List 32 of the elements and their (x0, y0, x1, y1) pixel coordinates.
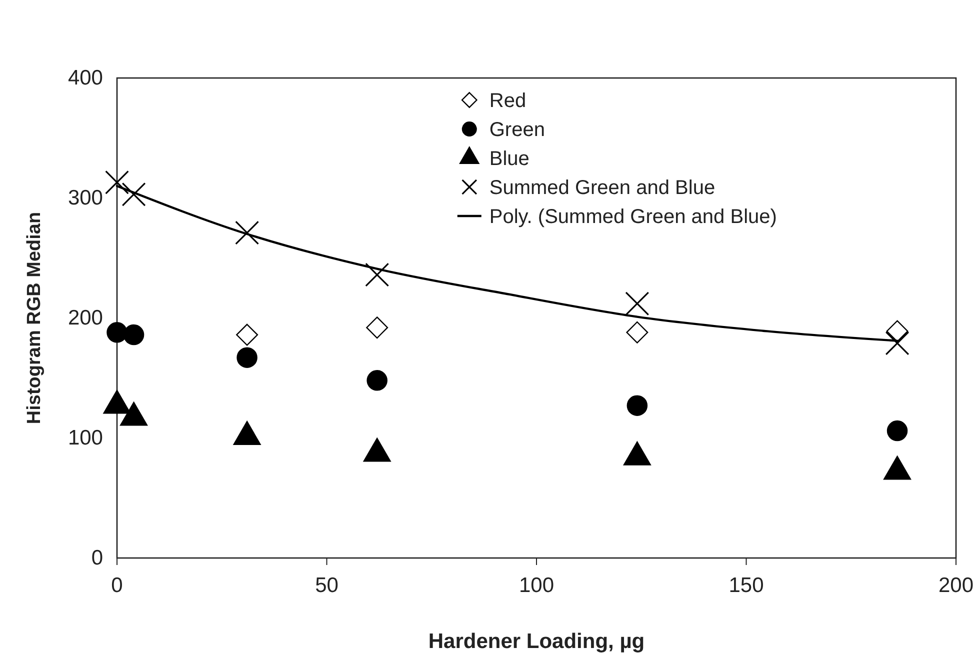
point (366, 316, 388, 339)
point (885, 331, 910, 356)
legend-label: Summed Green and Blue (489, 177, 716, 199)
legend-label: Poly. (Summed Green and Blue) (489, 206, 777, 228)
point (236, 347, 258, 368)
y-tick-label: 300 (68, 186, 103, 210)
point (365, 262, 390, 287)
x-axis-title: Hardener Loading, µg (428, 630, 645, 653)
point (625, 292, 650, 316)
x-tick-label: 50 (315, 574, 338, 597)
y-tick-label: 400 (68, 66, 103, 90)
point (626, 395, 648, 416)
point (886, 320, 908, 342)
point (105, 170, 129, 194)
legend-label: Red (489, 90, 526, 112)
x-tick-label: 0 (111, 574, 123, 597)
point (236, 324, 258, 346)
point (106, 322, 128, 343)
x-tick-label: 150 (728, 574, 764, 597)
legend-label: Green (489, 119, 545, 141)
y-tick-label: 100 (68, 426, 103, 450)
y-tick-label: 0 (91, 546, 103, 570)
point (123, 324, 144, 346)
legend-label: Blue (489, 148, 530, 170)
y-tick-label: 200 (68, 306, 103, 330)
y-axis-title: Histogram RGB Median (24, 212, 45, 424)
x-tick-label: 100 (518, 574, 554, 597)
point (122, 182, 146, 206)
point (626, 321, 648, 344)
point (886, 420, 908, 442)
point (366, 370, 388, 391)
x-tick-label: 200 (938, 574, 974, 597)
